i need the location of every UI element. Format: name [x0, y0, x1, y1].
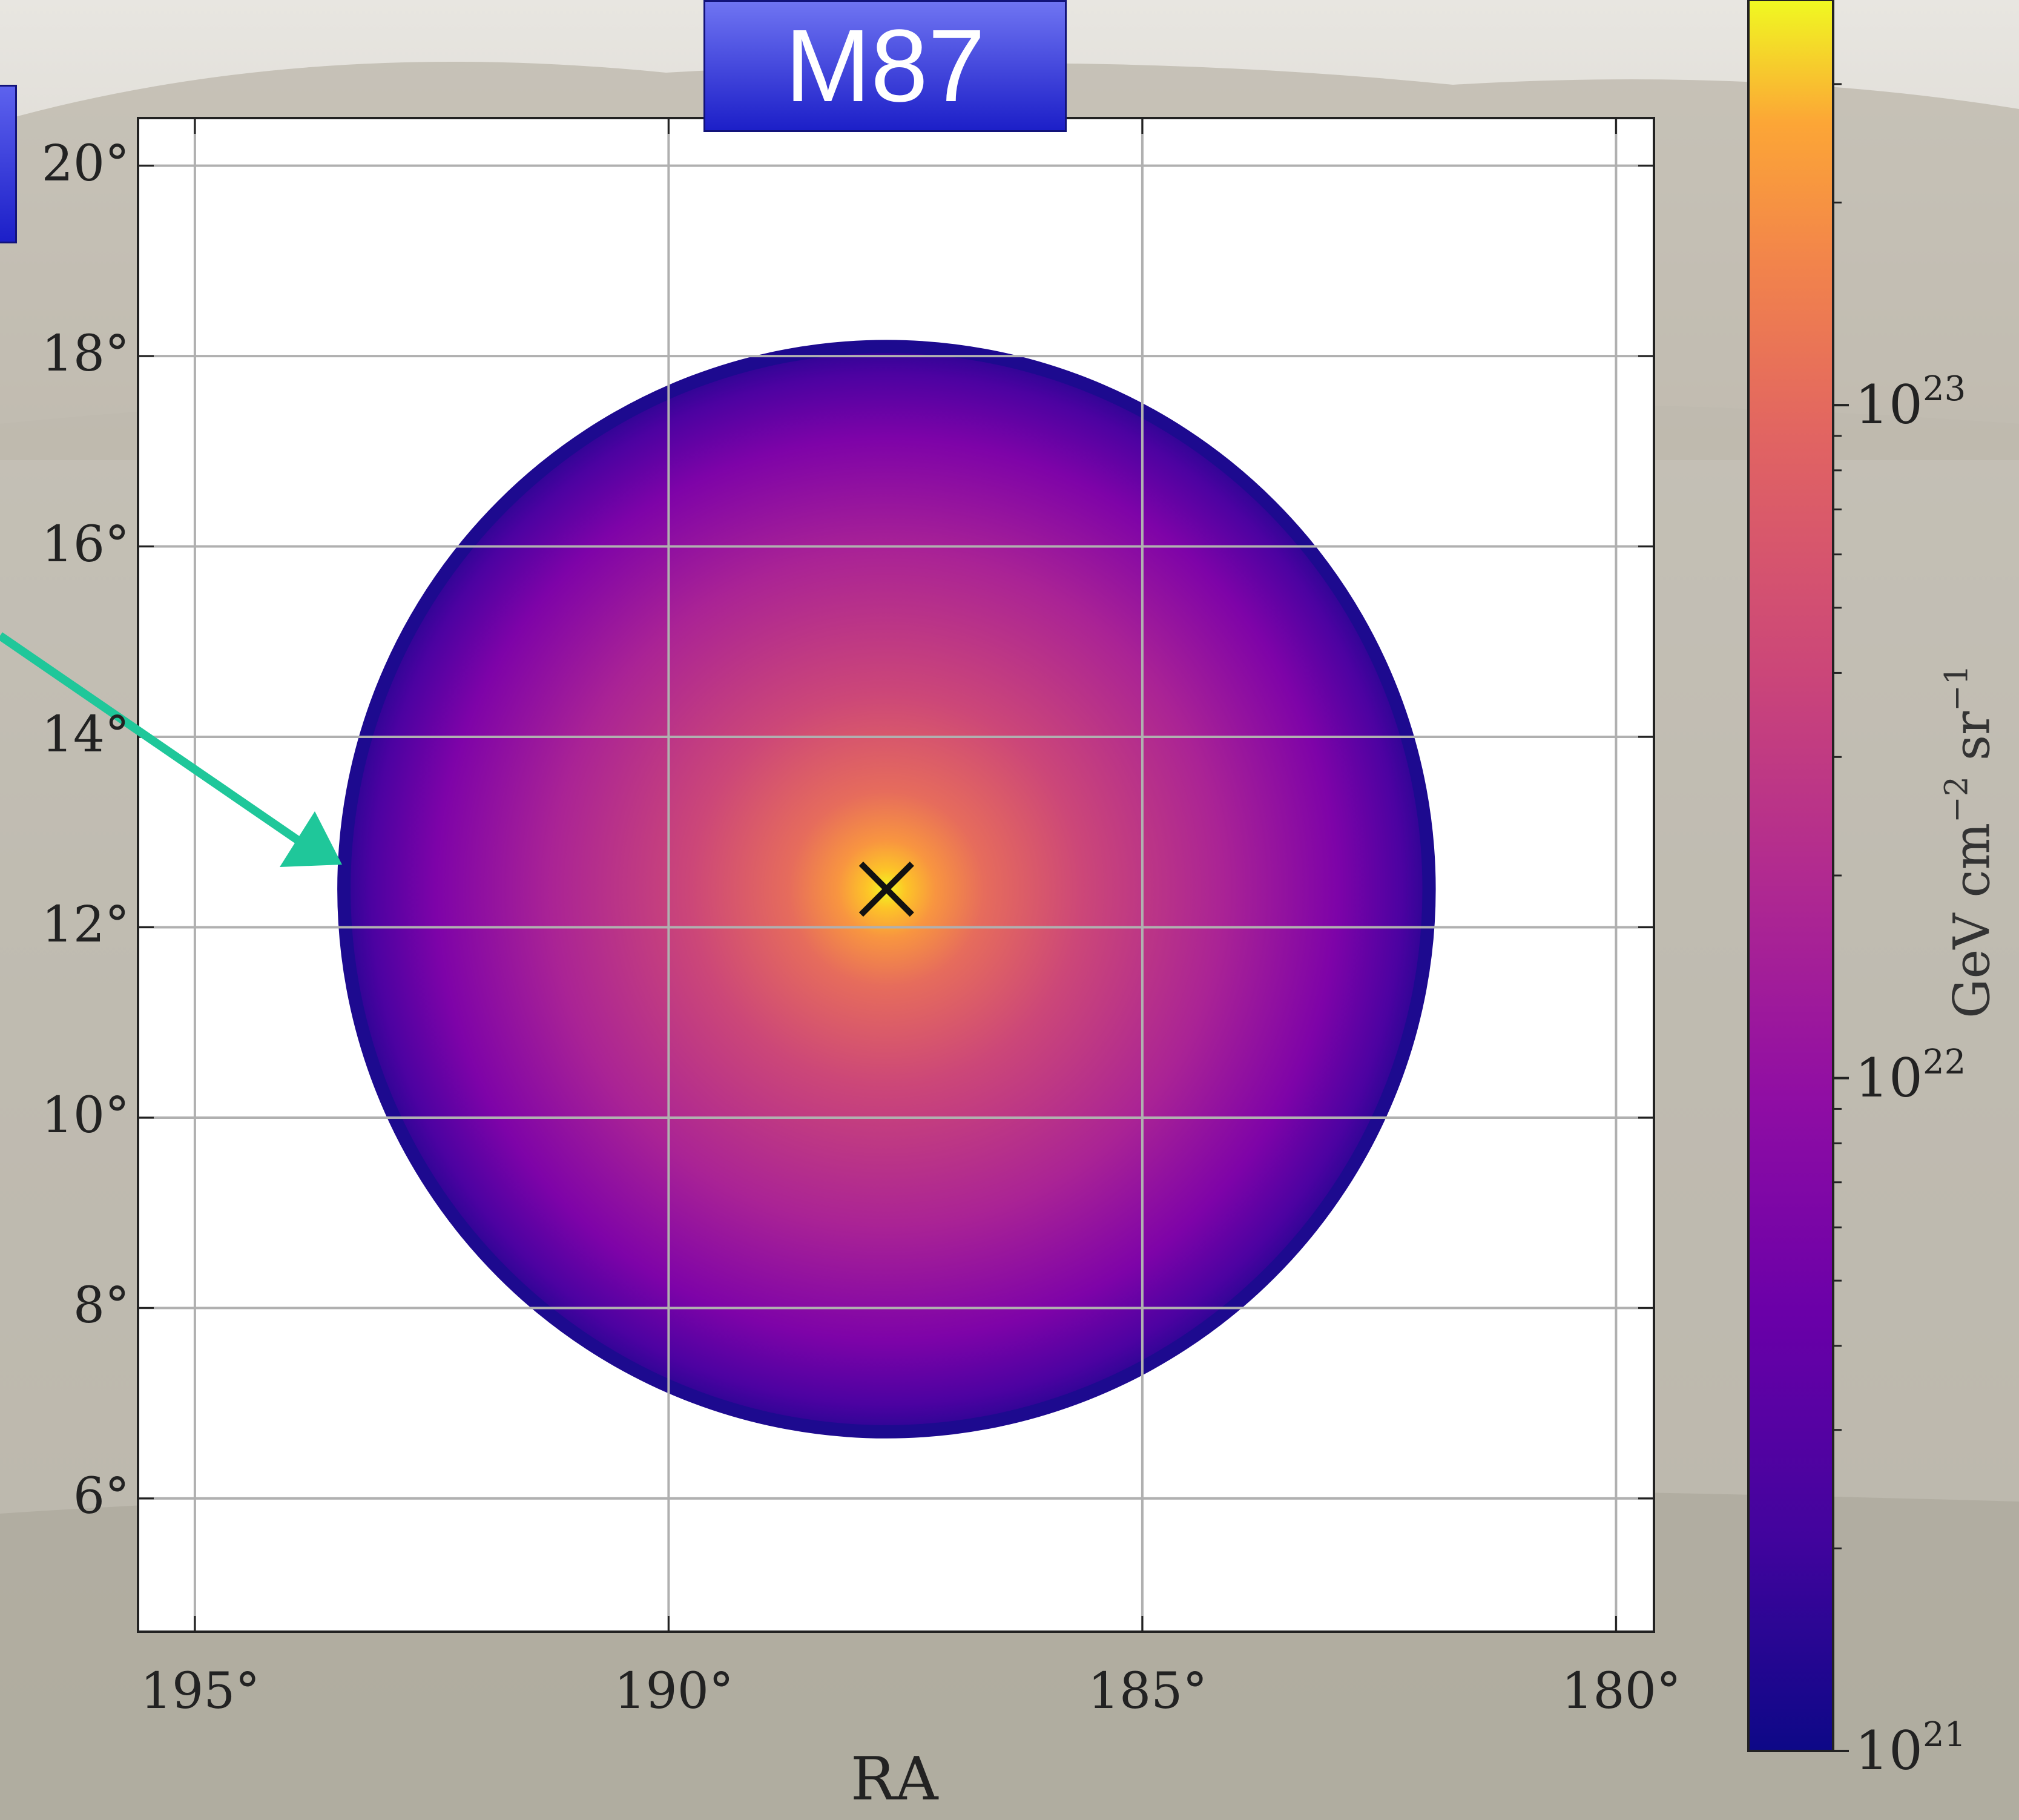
y-tick-label: 18°: [41, 325, 130, 383]
x-axis-label: RA: [851, 1745, 938, 1814]
x-tick-label: 190°: [614, 1663, 734, 1720]
annotation-arrow-head: [280, 811, 342, 867]
colorbar-label: GeV cm−2 sr−1: [1938, 665, 2001, 1018]
x-tick-label: 180°: [1561, 1663, 1681, 1720]
y-tick-label: 6°: [73, 1467, 130, 1525]
colorbar-tick-label: 1021: [1855, 1715, 1966, 1782]
y-tick-label: 12°: [41, 896, 130, 954]
annotation-arrow-line: [0, 632, 311, 851]
colorbar: [1747, 0, 1834, 1752]
y-tick-label: 8°: [73, 1277, 130, 1335]
y-tick-label: 16°: [41, 515, 130, 573]
x-tick-label: 195°: [140, 1663, 260, 1720]
y-tick-label: 20°: [41, 134, 130, 193]
side-tab-decoration: [0, 85, 17, 243]
x-tick-label: 185°: [1087, 1663, 1208, 1720]
chart-title-box: M87: [703, 0, 1067, 132]
colorbar-tick-label: 1022: [1855, 1042, 1966, 1109]
y-tick-label: 14°: [41, 706, 130, 763]
center-marker-stroke-b: [858, 862, 914, 917]
y-tick-label: 10°: [41, 1086, 130, 1144]
colorbar-tick-label: 1023: [1855, 369, 1966, 437]
chart-title: M87: [785, 8, 986, 124]
